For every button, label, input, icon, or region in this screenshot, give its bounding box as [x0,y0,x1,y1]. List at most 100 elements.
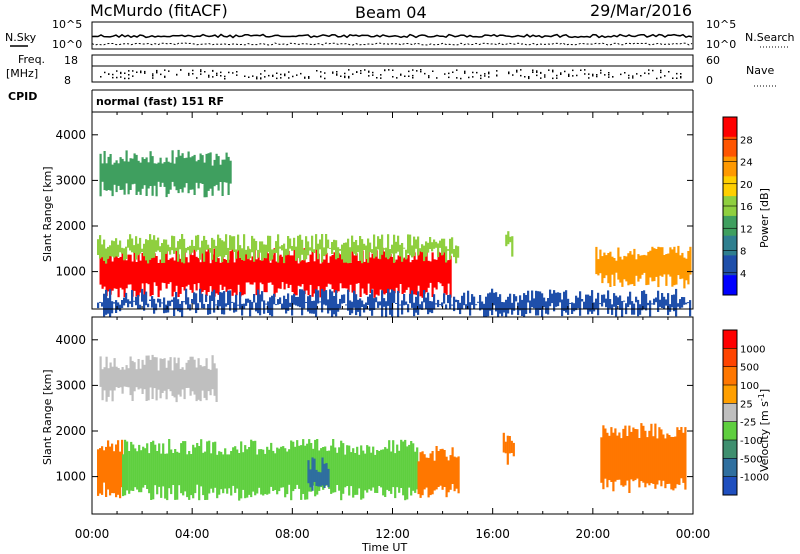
heatmap-cell [623,300,626,302]
heatmap-cell [513,294,516,311]
heatmap-cell [427,242,430,253]
nave-point [404,75,406,77]
heatmap-cell [623,255,626,280]
heatmap-cell [194,447,197,494]
xtick-label: 20:00 [576,527,611,541]
heatmap-cell [680,427,683,479]
heatmap-cell [653,298,656,305]
nave-point [636,73,638,75]
heatmap-cell [603,294,606,303]
heatmap-cell [175,363,178,403]
heatmap-cell [201,155,204,184]
heatmap-cell [269,235,272,261]
heatmap-cell [617,247,620,280]
power-xaxis-ticks [91,112,694,309]
heatmap-cell [197,303,200,310]
heatmap-cell [193,292,196,305]
heatmap-cell [115,238,118,257]
nave-point [284,74,286,77]
heatmap-cell [109,362,112,391]
heatmap-cell [161,359,164,393]
heatmap-cell [643,254,646,273]
heatmap-cell [333,239,336,251]
heatmap-cell [485,296,488,317]
nave-point [276,77,278,80]
heatmap-cell [163,297,166,314]
nave-point [284,73,286,75]
nave-point [456,69,458,71]
heatmap-cell [123,248,126,261]
heatmap-cell [199,365,202,402]
nave-point [572,69,574,72]
heatmap-cell [359,298,362,317]
heatmap-cell [169,357,172,392]
nave-point [112,73,114,76]
heatmap-cell [247,246,250,260]
heatmap-cell [665,254,668,286]
heatmap-cell [187,297,190,310]
heatmap-cell [225,234,228,255]
heatmap-cell [154,444,157,486]
heatmap-cell [351,301,354,314]
heatmap-cell [406,446,409,500]
heatmap-cell [209,369,212,396]
heatmap-cell [117,368,120,388]
heatmap-cell [157,298,160,303]
ytick-label: 2000 [55,424,86,438]
nave-label: Nave [746,64,774,77]
heatmap-cell [353,241,356,254]
nave-point [484,75,486,77]
nave-point [200,70,202,73]
nave-point [524,76,526,78]
heatmap-cell [99,153,102,197]
colorbar-swatch [723,440,737,459]
heatmap-cell [615,260,618,273]
heatmap-cell [407,304,410,313]
heatmap-cell [619,295,622,310]
heatmap-cell [115,366,118,388]
nave-point [640,75,642,77]
heatmap-cell [152,440,155,500]
heatmap-cell [660,429,663,487]
nave-point [348,69,350,71]
heatmap-cell [192,444,195,499]
heatmap-cell [141,248,144,252]
heatmap-cell [251,235,254,253]
heatmap-cell [133,300,136,302]
ytick-label: 1000 [55,265,86,279]
heatmap-cell [319,239,322,250]
nave-point [460,77,462,80]
ytick-label: 3000 [55,173,86,187]
heatmap-cell [101,302,104,307]
nave-point [136,71,138,73]
heatmap-cell [674,436,677,489]
heatmap-cell [205,294,208,302]
heatmap-cell [224,448,227,489]
nave-point [472,76,474,78]
nave-tick-bottom: 0 [706,74,713,87]
nave-point [128,70,130,72]
heatmap-cell [410,441,413,496]
nave-point [556,74,558,77]
heatmap-cell [173,260,176,292]
heatmap-cell [357,299,360,312]
heatmap-cell [423,256,426,294]
nave-point [588,77,590,79]
nave-point [160,73,162,76]
heatmap-cell [125,292,128,303]
heatmap-cell [279,297,282,304]
nave-point [428,76,430,79]
heatmap-cell [111,164,114,197]
heatmap-cell [355,294,358,316]
nave-point [324,77,326,80]
heatmap-cell [229,251,232,290]
nave-point [620,73,622,76]
nave-point [544,74,546,76]
heatmap-cell [227,290,230,305]
heatmap-cell [445,304,448,309]
heatmap-cell [340,440,343,501]
ytick-label: 2000 [55,219,86,233]
heatmap-cell [655,249,658,277]
heatmap-cell [597,259,600,276]
heatmap-cell [595,298,598,310]
